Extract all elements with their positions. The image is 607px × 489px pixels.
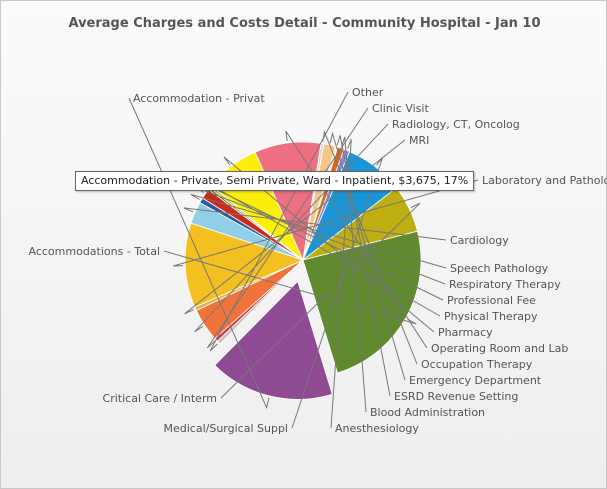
pie-slice[interactable] [184,222,305,308]
slice-label: Other [352,86,384,99]
slice-label: Professional Fee [447,294,536,307]
slice-label: Blood Administration [370,406,485,419]
label-connector [194,123,389,333]
label-connector [172,179,479,267]
slice-label: Speech Pathology [450,262,549,275]
slice-label: Pharmacy [438,326,493,339]
slice-label: Emergency Department [409,374,542,387]
label-connector [291,156,384,429]
slice-label: MRI [409,134,429,147]
slice-label: Radiology, CT, Oncolog [392,118,520,131]
pie-slice[interactable] [214,280,333,400]
slice-label: Laboratory and Patholo [482,174,607,187]
label-connector [184,139,406,315]
chart-title: Average Charges and Costs Detail - Commu… [68,16,541,31]
label-connector [285,130,428,349]
slice-label: Medical/Surgical Suppl [164,422,289,435]
label-connector [223,156,435,333]
slice-label: Accommodations - Total [29,245,161,258]
slice-tooltip: Accommodation - Private, Semi Private, W… [75,171,475,191]
label-connector [329,131,406,381]
slice-label: Operating Room and Lab [431,342,568,355]
label-connector [322,129,418,365]
label-connector [220,202,421,399]
pie-slice[interactable] [302,230,422,374]
slice-label: Accommodation - Privat [133,92,265,105]
label-connector [341,136,367,413]
slice-label: Occupation Therapy [421,358,533,371]
label-connector [330,139,352,429]
slice-label: Anesthesiology [335,422,419,435]
label-connector [163,250,417,325]
slice-label: Respiratory Therapy [449,278,561,291]
slice-label: ESRD Revenue Setting [394,390,518,403]
slice-label: Cardiology [450,234,509,247]
slice-label: Critical Care / Interm [103,392,217,405]
label-connector [128,97,270,410]
slice-label: Physical Therapy [444,310,538,323]
label-connector [336,135,391,397]
slice-label: Clinic Visit [372,102,429,115]
